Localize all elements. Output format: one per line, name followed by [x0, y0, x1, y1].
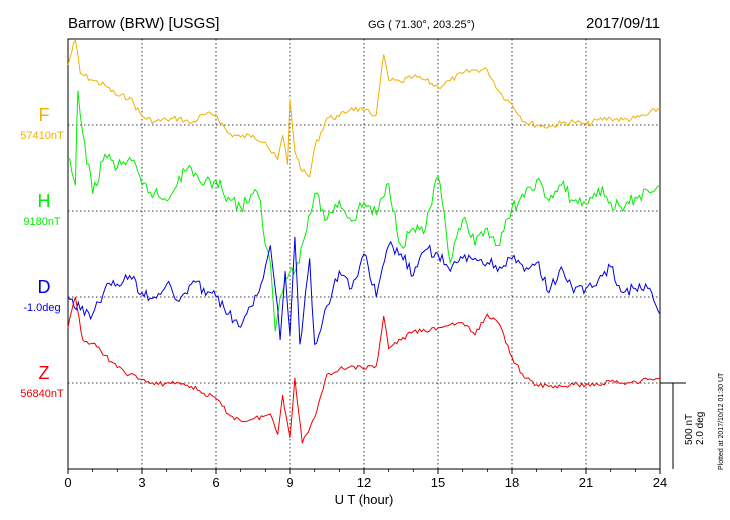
series-baseline-F: 57410nT — [20, 130, 64, 142]
x-tick-label: 15 — [431, 475, 445, 490]
series-name-F: F — [39, 105, 50, 125]
series-baseline-H: 9180nT — [23, 216, 61, 228]
plotted-at-label: Plotted at 2017/10/12 01:30 UT — [718, 372, 725, 470]
x-tick-label: 0 — [64, 475, 71, 490]
series-labels: F 57410nT H 9180nT D -1.0deg Z 56840nT — [20, 105, 64, 400]
x-tick-label: 3 — [138, 475, 145, 490]
x-tick-label: 6 — [212, 475, 219, 490]
x-tick-label: 21 — [579, 475, 593, 490]
x-tick-label: 18 — [505, 475, 519, 490]
x-tick-label: 24 — [653, 475, 667, 490]
x-axis-label: U T (hour) — [335, 492, 394, 507]
scale-nt-label: 500 nT — [684, 414, 695, 445]
series-lines — [67, 38, 661, 444]
baselines — [68, 124, 660, 384]
series-baseline-Z: 56840nT — [20, 388, 64, 400]
scale-deg-label: 2.0 deg — [695, 412, 706, 445]
x-tick-label: 9 — [286, 475, 293, 490]
series-name-H: H — [38, 191, 51, 211]
series-line-H — [67, 90, 661, 332]
station-title: Barrow (BRW) [USGS] — [68, 15, 219, 32]
coordinates-label: GG ( 71.30°, 203.25°) — [368, 19, 475, 31]
date-label: 2017/09/11 — [586, 15, 660, 32]
series-name-Z: Z — [39, 363, 50, 383]
series-line-Z — [67, 296, 661, 444]
series-name-D: D — [38, 277, 51, 297]
x-tick-label: 12 — [357, 475, 371, 490]
series-line-D — [67, 236, 661, 346]
series-baseline-D: -1.0deg — [23, 302, 60, 314]
series-line-F — [67, 38, 661, 178]
x-ticks: 0 3 6 9 12 15 18 21 24 — [64, 469, 667, 490]
